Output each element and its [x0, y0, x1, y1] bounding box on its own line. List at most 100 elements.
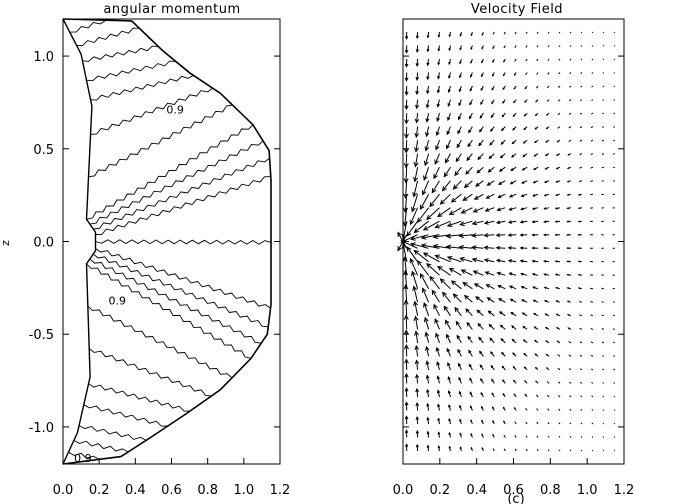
velocity-arrow — [470, 432, 473, 438]
velocity-arrow — [534, 339, 539, 344]
velocity-arrow — [569, 422, 572, 425]
velocity-arrow — [579, 112, 583, 115]
velocity-arrow — [525, 45, 528, 48]
velocity-arrow — [601, 301, 604, 303]
velocity-arrow — [425, 113, 430, 123]
velocity-arrow — [536, 58, 539, 62]
velocity-arrow — [568, 354, 572, 357]
velocity-arrow — [471, 220, 484, 226]
velocity-arrow — [602, 85, 605, 88]
contour-line — [88, 104, 233, 178]
velocity-arrow — [415, 58, 419, 68]
velocity-arrow — [496, 207, 506, 212]
velocity-arrow — [403, 314, 409, 330]
velocity-arrow — [579, 354, 583, 357]
velocity-arrow — [613, 58, 616, 61]
velocity-arrow — [508, 207, 517, 211]
velocity-arrow — [415, 85, 420, 96]
velocity-arrow — [495, 245, 506, 250]
velocity-arrow — [470, 31, 473, 37]
velocity-arrow — [436, 389, 441, 398]
velocity-arrow — [404, 401, 409, 411]
velocity-arrow — [545, 139, 550, 143]
velocity-arrow — [434, 153, 440, 165]
velocity-arrow — [546, 85, 550, 89]
velocity-arrow — [446, 126, 451, 136]
velocity-arrow — [457, 348, 462, 357]
velocity-arrow — [534, 139, 539, 144]
velocity-arrow — [500, 139, 506, 145]
velocity-arrow — [424, 331, 430, 344]
velocity-arrow — [534, 353, 539, 357]
velocity-arrow — [511, 338, 517, 344]
velocity-arrow — [484, 271, 495, 276]
velocity-arrow — [601, 180, 604, 182]
contour-line — [90, 74, 194, 101]
velocity-arrow — [547, 58, 550, 61]
contour-line — [76, 27, 140, 47]
velocity-arrow — [520, 285, 528, 290]
velocity-arrow — [602, 112, 605, 115]
velocity-arrow — [547, 449, 550, 452]
velocity-arrow — [580, 436, 583, 438]
velocity-arrow — [442, 291, 451, 303]
velocity-arrow — [612, 301, 615, 303]
velocity-arrow — [486, 297, 495, 303]
velocity-arrow — [403, 180, 409, 199]
velocity-arrow — [577, 247, 582, 250]
velocity-arrow — [439, 193, 451, 205]
velocity-arrow — [499, 324, 506, 330]
velocity-arrow — [415, 402, 420, 411]
angular-momentum-panel: angular momentum 0.9 0.9 0.9 1.0 0.5 0.0 -0.5… — [0, 2, 290, 498]
velocity-arrow — [414, 344, 420, 357]
velocity-arrow — [473, 193, 484, 200]
velocity-arrow — [404, 31, 409, 40]
velocity-arrow — [448, 445, 451, 452]
velocity-arrow — [510, 166, 517, 171]
velocity-arrow — [410, 242, 429, 249]
velocity-arrow — [613, 112, 616, 115]
velocity-arrow — [524, 85, 528, 90]
velocity-arrow — [601, 139, 605, 142]
velocity-arrow — [580, 381, 583, 384]
right-y-ticks — [403, 55, 624, 428]
inner-boundary — [62, 18, 97, 465]
velocity-arrow — [566, 314, 572, 317]
velocity-arrow — [415, 429, 419, 438]
y-tick-label: 1.0 — [33, 50, 54, 65]
velocity-arrow — [554, 220, 561, 223]
velocity-arrow — [424, 139, 430, 152]
velocity-arrow — [532, 299, 539, 303]
velocity-arrow — [590, 193, 594, 196]
velocity-arrow — [477, 153, 484, 161]
velocity-arrow — [426, 85, 430, 95]
velocity-arrow — [503, 58, 506, 63]
velocity-arrow — [411, 194, 419, 213]
velocity-arrow — [480, 99, 484, 105]
velocity-arrow — [546, 394, 550, 398]
velocity-arrow — [478, 139, 484, 147]
velocity-arrow — [522, 139, 528, 144]
velocity-arrow — [492, 45, 495, 50]
velocity-arrow — [580, 99, 583, 102]
velocity-arrow — [602, 126, 605, 128]
velocity-arrow — [535, 85, 539, 89]
velocity-arrow — [579, 139, 583, 142]
velocity-arrow — [546, 99, 550, 102]
velocity-arrow — [403, 329, 409, 343]
velocity-arrow — [455, 320, 462, 330]
velocity-arrow — [503, 420, 506, 425]
velocity-arrow — [579, 166, 583, 169]
velocity-arrow — [601, 166, 604, 169]
velocity-arrow — [436, 99, 440, 108]
velocity-arrow — [459, 58, 462, 65]
velocity-arrow — [481, 72, 484, 78]
velocity-arrow — [568, 126, 572, 129]
velocity-arrow — [446, 220, 462, 227]
contour-line — [95, 239, 272, 245]
velocity-arrow — [468, 112, 473, 120]
velocity-arrow — [410, 234, 429, 241]
velocity-arrow — [546, 112, 550, 116]
velocity-arrow — [413, 315, 419, 330]
velocity-arrow — [498, 180, 506, 185]
